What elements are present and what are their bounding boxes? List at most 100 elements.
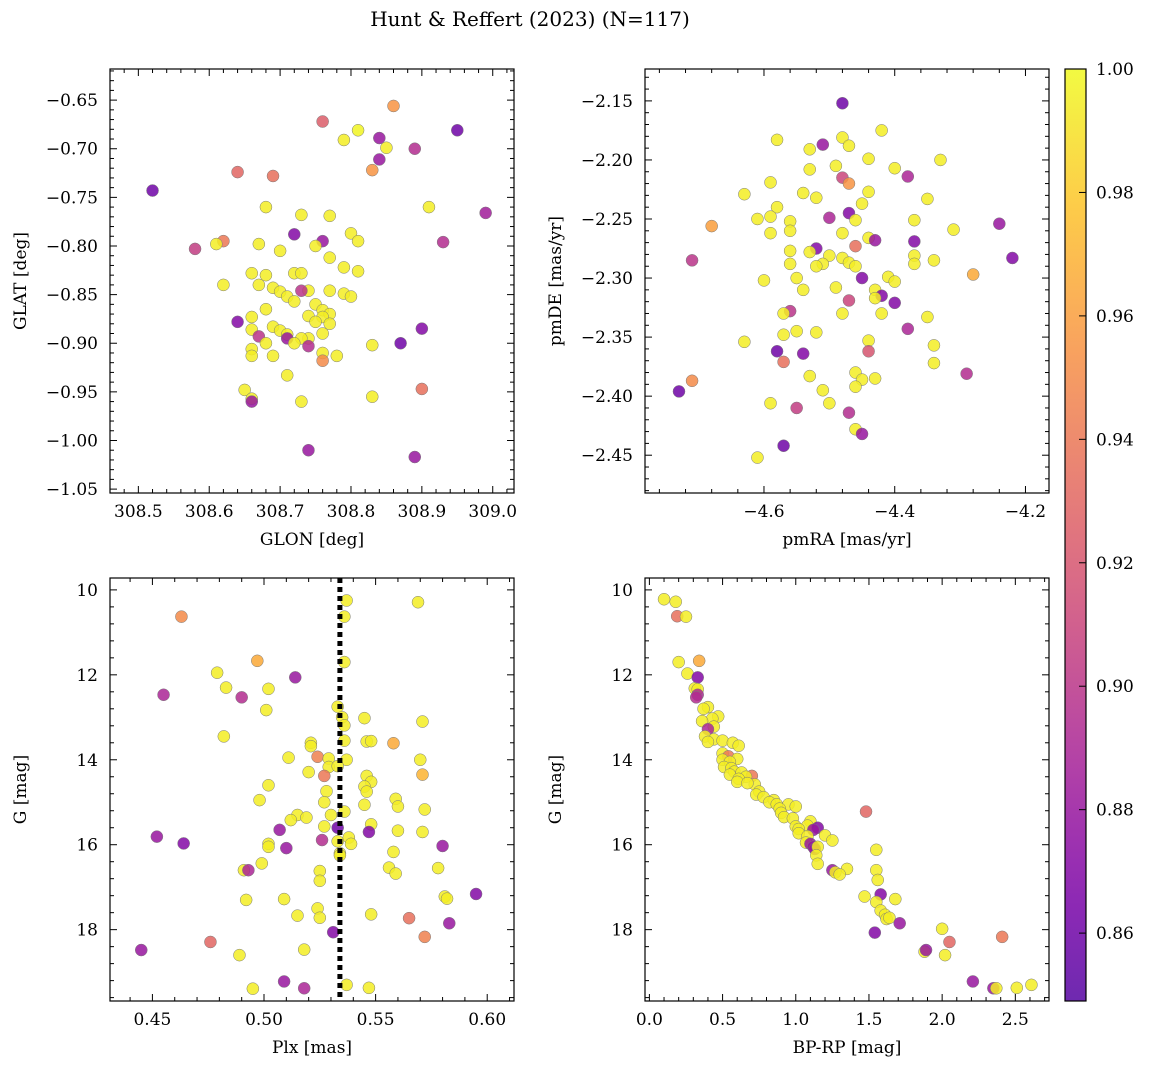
scatter-point — [282, 751, 295, 764]
scatter-point — [672, 385, 686, 398]
scatter-point — [217, 278, 230, 292]
scatter-point — [870, 843, 883, 857]
scatter-point — [411, 595, 425, 609]
y-tick-label: −2.35 — [581, 328, 633, 348]
x-tick-label: 308.9 — [398, 502, 447, 522]
scatter-point — [364, 734, 378, 748]
scatter-point — [309, 239, 322, 253]
scatter-point — [716, 734, 729, 747]
scatter-point — [300, 811, 313, 824]
scatter-point — [871, 873, 884, 887]
x-tick-label: 2.0 — [929, 1010, 956, 1030]
scatter-point — [366, 338, 379, 352]
scatter-point — [888, 296, 901, 310]
scatter-point — [862, 152, 875, 166]
scatter-point — [288, 228, 301, 241]
x-axis-label: pmRA [mas/yr] — [782, 530, 911, 550]
scatter-point — [960, 367, 973, 380]
scatter-point — [391, 824, 405, 837]
scatter-point — [833, 868, 846, 881]
scatter-point — [947, 223, 960, 236]
scatter-point — [313, 911, 327, 925]
scatter-point — [344, 227, 358, 240]
scatter-point — [259, 268, 273, 282]
y-tick-label: −0.95 — [46, 383, 98, 403]
y-tick-label: −1.00 — [46, 431, 98, 451]
scatter-point — [855, 197, 869, 210]
scatter-point — [402, 911, 416, 925]
x-tick-label: 308.5 — [114, 502, 163, 522]
y-tick-label: −0.75 — [46, 188, 98, 208]
panel-bprp-g: 0.0 0.5 1.0 1.5 2.0 2.5 10 12 14 16 18 BP-RP [mag] G… — [546, 577, 1050, 1058]
scatter-point — [908, 235, 921, 248]
scatter-point — [280, 369, 294, 382]
scatter-point — [692, 654, 706, 668]
scatter-point — [157, 688, 170, 702]
panel-glon-glat: 308.5 308.6 308.7 308.8 308.9 309.0 −1.05 −1.00… — [11, 68, 517, 550]
scatter-point — [323, 284, 336, 297]
scatter-point — [783, 244, 797, 258]
scatter-point — [436, 839, 449, 853]
scatter-point — [245, 310, 258, 324]
scatter-point — [316, 115, 329, 128]
scatter-point — [1006, 251, 1019, 265]
scatter-point — [810, 326, 823, 339]
scatter-point — [1025, 978, 1038, 992]
scatter-point — [990, 982, 1003, 995]
ticks — [109, 69, 514, 493]
scatter-point — [741, 776, 754, 790]
colorbar-tick-label: 0.86 — [1096, 924, 1134, 944]
scatter-point — [259, 200, 273, 214]
scatter-point — [318, 820, 331, 833]
x-tick-label: 0.45 — [133, 1010, 171, 1030]
scatter-point — [295, 266, 308, 280]
scatter-point — [324, 808, 338, 822]
scatter-point — [351, 234, 365, 248]
y-tick-label: −0.70 — [46, 140, 98, 160]
scatter-point — [313, 874, 327, 888]
scatter-point — [289, 671, 302, 684]
ticks — [645, 578, 1049, 1001]
scatter-point — [796, 186, 810, 200]
scatter-point — [309, 315, 322, 329]
scatter-point — [295, 284, 308, 297]
scatter-point — [919, 943, 933, 957]
scatter-point — [318, 769, 331, 783]
scatter-point — [810, 191, 823, 204]
scatter-point — [901, 170, 915, 183]
scatter-point — [344, 837, 358, 851]
scatter-point — [790, 271, 803, 285]
axes-frame — [109, 68, 515, 494]
scatter-point — [362, 981, 376, 995]
scatter-point — [783, 224, 797, 238]
scatter-point — [311, 750, 324, 764]
scatter-point — [210, 666, 224, 679]
scatter-point — [803, 245, 816, 259]
scatter-point — [366, 163, 379, 177]
scatter-point — [927, 339, 941, 352]
scatter-point — [408, 450, 422, 464]
scatter-point — [836, 131, 849, 144]
scatter-point — [842, 406, 856, 419]
scatter-point — [175, 610, 188, 623]
scatter-point — [995, 930, 1009, 944]
scatter-point — [316, 354, 329, 367]
scatter-points — [135, 594, 483, 995]
scatter-point — [943, 935, 956, 949]
scatter-points — [672, 97, 1019, 464]
scatter-point — [414, 753, 427, 767]
scatter-point — [373, 153, 386, 166]
scatter-point — [239, 893, 253, 907]
scatter-point — [826, 834, 839, 847]
scatter-point — [803, 369, 816, 383]
panel-plx-g: 0.45 0.50 0.55 0.60 10 12 14 16 18 Plx [mas] G [ma… — [11, 577, 515, 1058]
y-tick-label: −0.65 — [46, 91, 98, 111]
scatter-point — [344, 290, 358, 303]
scatter-point — [238, 383, 251, 397]
scatter-point — [868, 372, 882, 385]
scatter-point — [757, 274, 771, 287]
scatter-point — [862, 334, 875, 347]
scatter-point — [231, 315, 244, 329]
scatter-point — [245, 266, 258, 280]
